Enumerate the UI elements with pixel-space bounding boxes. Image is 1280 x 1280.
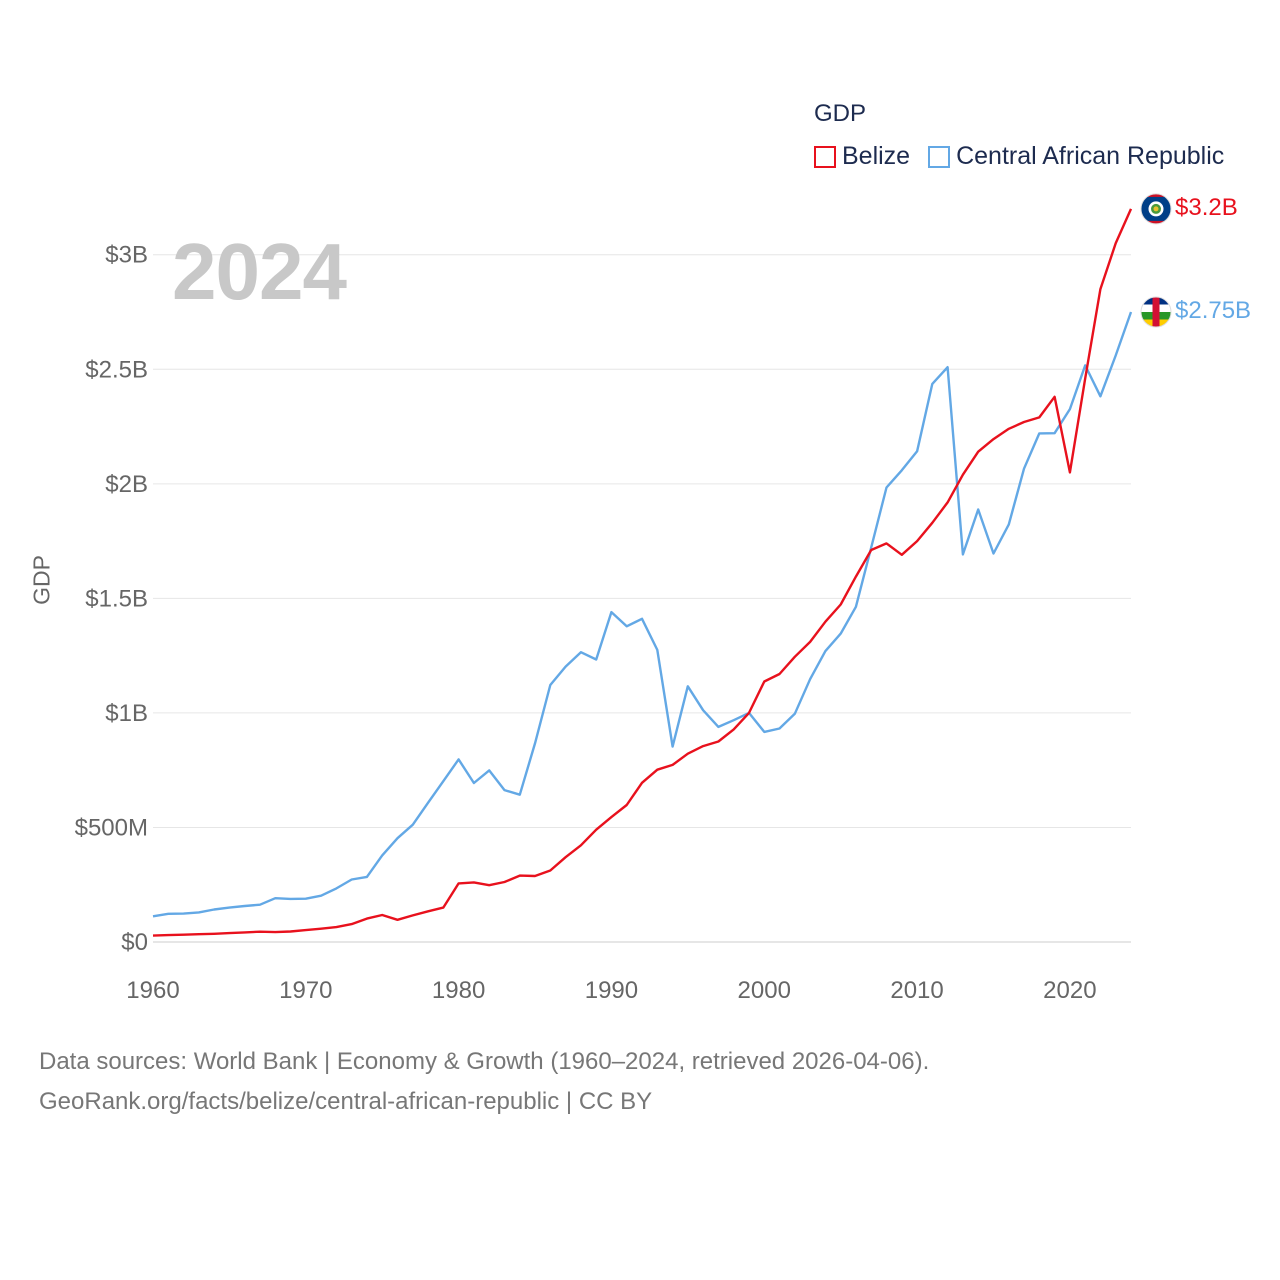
current-year-label: 2024 xyxy=(172,227,347,316)
x-tick-label: 1960 xyxy=(126,977,179,1004)
y-tick-label: $500M xyxy=(75,814,148,841)
end-flags xyxy=(1140,193,1172,328)
flag-car-icon xyxy=(1140,296,1172,328)
y-tick-label: $0 xyxy=(121,929,148,956)
legend-swatch-belize xyxy=(814,145,836,168)
x-tick-label: 2000 xyxy=(738,977,791,1004)
x-tick-label: 2020 xyxy=(1043,977,1096,1004)
x-tick-label: 1990 xyxy=(585,977,638,1004)
legend-item-central-african-republic[interactable]: Central African Republic xyxy=(928,142,1224,171)
y-tick-label: $1.5B xyxy=(85,585,148,612)
legend-swatch-central-african-republic xyxy=(928,145,951,168)
series-line-belize xyxy=(152,208,1133,937)
x-tick-label: 1980 xyxy=(432,977,485,1004)
y-tick-labels: $0 $500M $1B $1.5B $2B $2.5B $3B xyxy=(75,242,148,956)
series-line-central-african-republic xyxy=(152,311,1133,918)
y-tick-label: $1B xyxy=(105,700,148,727)
footer: Data sources: World Bank | Economy & Gro… xyxy=(39,1042,929,1122)
footer-source: Data sources: World Bank | Economy & Gro… xyxy=(39,1048,930,1075)
end-value-label-central-african-republic: $2.75B xyxy=(1175,297,1252,324)
legend-label-belize: Belize xyxy=(842,142,911,170)
x-tick-labels: 1960 1970 1980 1990 2000 2010 2020 xyxy=(126,977,1096,1004)
legend-item-belize[interactable]: Belize xyxy=(814,142,910,171)
y-tick-label: $3B xyxy=(105,242,148,269)
x-tick-label: 2010 xyxy=(890,977,943,1004)
y-tick-label: $2B xyxy=(105,471,148,498)
flag-belize-icon xyxy=(1140,193,1172,225)
x-tick-label: 1970 xyxy=(279,977,332,1004)
legend: Belize Central African Republic xyxy=(814,142,1242,171)
y-tick-label: $2.5B xyxy=(85,356,148,383)
end-value-label-belize: $3.2B xyxy=(1175,193,1238,221)
gridlines xyxy=(153,254,1131,943)
footer-link: GeoRank.org/facts/belize/central-african… xyxy=(39,1088,653,1115)
y-axis-label: GDP xyxy=(28,555,55,605)
legend-label-central-african-republic: Central African Republic xyxy=(956,142,1225,170)
series-lines xyxy=(152,208,1133,937)
legend-title: GDP xyxy=(814,100,867,127)
